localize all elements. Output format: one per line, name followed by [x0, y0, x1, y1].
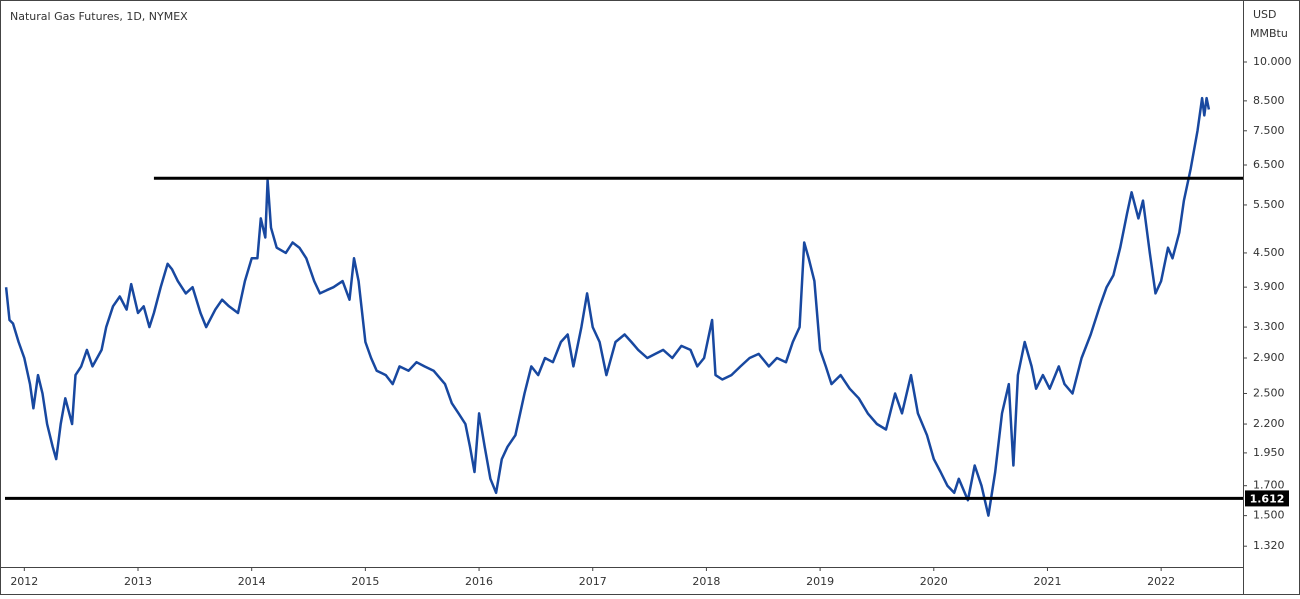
price-label: 1.612 [1250, 492, 1285, 505]
y-tick-label: 8.500 [1253, 94, 1285, 107]
y-axis-unit: MMBtu [1250, 27, 1288, 40]
price-label-box [1245, 490, 1289, 507]
y-tick-label: 1.950 [1253, 446, 1285, 459]
y-tick-label: 1.500 [1253, 509, 1285, 522]
y-tick-label: 7.500 [1253, 124, 1285, 137]
y-axis-unit: USD [1253, 8, 1277, 21]
y-tick-label: 2.200 [1253, 417, 1285, 430]
y-tick-label: 2.500 [1253, 386, 1285, 399]
x-tick-label: 2022 [1147, 575, 1175, 588]
x-tick-label: 2012 [10, 575, 38, 588]
x-tick-label: 2014 [238, 575, 266, 588]
price-line [4, 96, 1211, 517]
y-tick-label: 3.900 [1253, 280, 1285, 293]
y-tick-label: 10.000 [1253, 55, 1292, 68]
x-tick-label: 2020 [920, 575, 948, 588]
x-tick-label: 2013 [124, 575, 152, 588]
y-tick-label: 5.500 [1253, 198, 1285, 211]
x-tick-label: 2016 [465, 575, 493, 588]
x-tick-label: 2018 [692, 575, 720, 588]
y-tick-label: 2.900 [1253, 351, 1285, 364]
y-tick-label: 3.300 [1253, 320, 1285, 333]
x-tick-label: 2015 [351, 575, 379, 588]
x-tick-label: 2019 [806, 575, 834, 588]
y-tick-label: 6.500 [1253, 158, 1285, 171]
y-tick-label: 4.500 [1253, 246, 1285, 259]
chart-title: Natural Gas Futures, 1D, NYMEX [10, 10, 188, 23]
y-tick-label: 1.320 [1253, 539, 1285, 552]
x-tick-label: 2017 [579, 575, 607, 588]
y-tick-label: 1.700 [1253, 479, 1285, 492]
x-tick-label: 2021 [1033, 575, 1061, 588]
